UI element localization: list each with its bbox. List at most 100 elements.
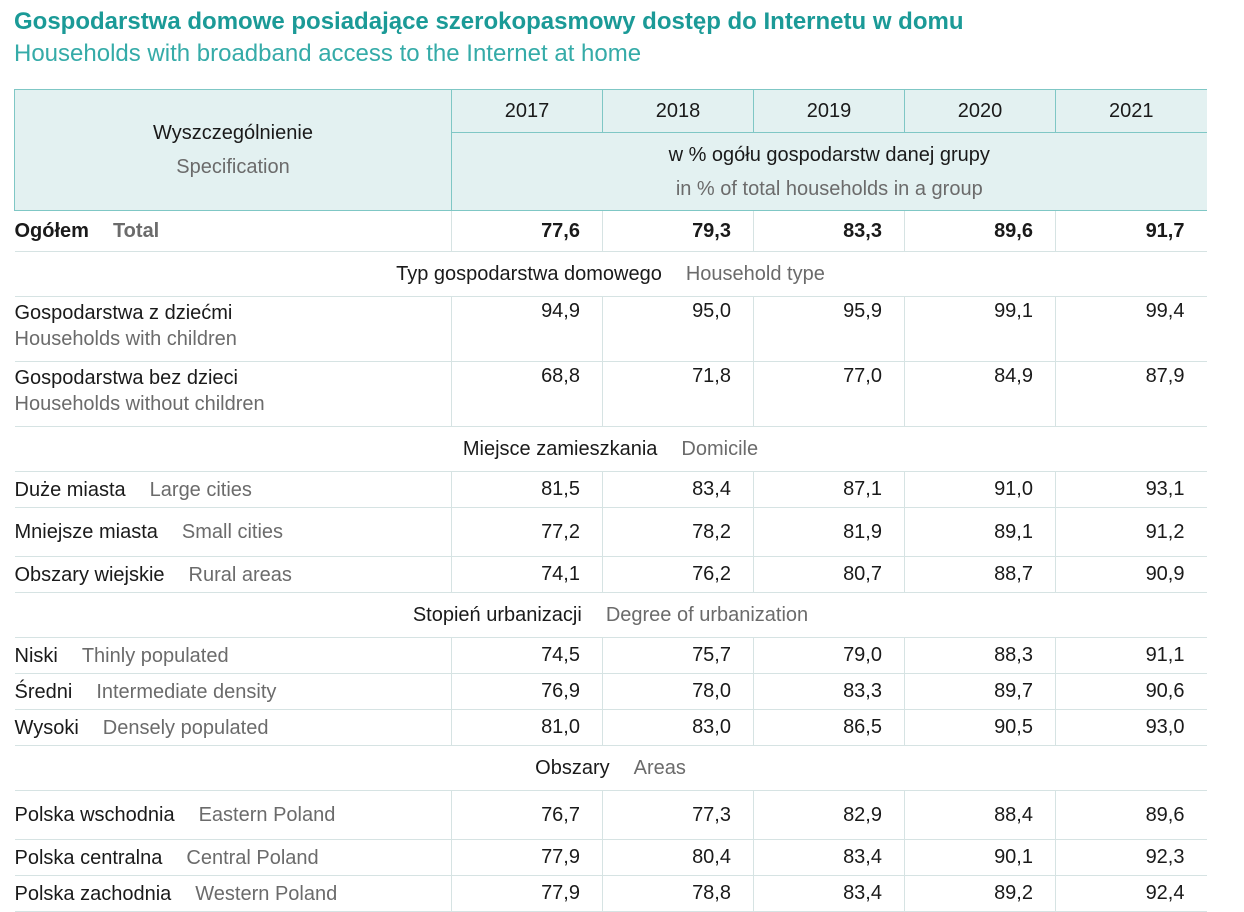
cell-value: 95,9 [753,296,905,362]
table-row: Duże miasta Large cities 81,5 83,4 87,1 91,0 9… [14,471,1207,508]
cell-value: 79,3 [602,210,754,252]
row-label-pl: Obszary wiejskie [14,563,165,586]
row-label-en: Central Poland [186,846,319,869]
row-label-en: Small cities [181,521,284,543]
row-label: Duże miasta Large cities [14,471,452,508]
cell-value: 89,6 [1055,790,1207,840]
cell-value: 89,1 [904,507,1056,557]
cell-value: 91,0 [904,471,1056,508]
cell-value: 77,9 [451,839,603,876]
cell-value: 88,4 [904,790,1056,840]
cell-value: 83,3 [753,210,905,252]
row-label-en: Large cities [149,478,252,501]
cell-value: 77,6 [451,210,603,252]
cell-value: 80,7 [753,556,905,593]
table-row: Mniejsze miasta Small cities 77,2 78,2 81,9 8… [14,507,1207,557]
section-title-pl: Miejsce zamieszkania [462,437,658,460]
row-label-pl: Gospodarstwa bez dzieci [14,367,238,389]
row-label-en: Intermediate density [96,680,277,703]
cell-value: 89,7 [904,673,1056,710]
cell-value: 78,8 [602,875,754,912]
row-label-en: Households without children [14,393,265,415]
cell-value: 83,0 [602,709,754,746]
cell-value: 92,4 [1055,875,1207,912]
header-year: 2021 [1055,89,1207,133]
cell-value: 76,2 [602,556,754,593]
row-label: Niski Thinly populated [14,637,452,674]
cell-value: 86,5 [753,709,905,746]
cell-value: 79,0 [753,637,905,674]
cell-value: 77,0 [753,361,905,427]
cell-value: 80,4 [602,839,754,876]
table-row: Niski Thinly populated 74,5 75,7 79,0 88,3 91,… [14,637,1207,674]
cell-value: 74,1 [451,556,603,593]
table-row: Polska zachodnia Western Poland 77,9 78,8 83… [14,875,1207,912]
row-label-pl: Ogółem [14,220,89,242]
cell-value: 89,2 [904,875,1056,912]
cell-value: 93,1 [1055,471,1207,508]
cell-value: 87,1 [753,471,905,508]
cell-value: 71,8 [602,361,754,427]
header-year: 2020 [904,89,1056,133]
table-row: Gospodarstwa z dziećmi Households with ch… [14,296,1207,362]
row-label-pl: Gospodarstwa z dziećmi [14,302,233,324]
cell-value: 90,6 [1055,673,1207,710]
row-label-pl: Mniejsze miasta [14,521,158,543]
section-header: Miejsce zamieszkania Domicile [14,426,1207,472]
cell-value: 93,0 [1055,709,1207,746]
cell-value: 83,4 [602,471,754,508]
data-table: Wyszczególnienie Specification 2017 2018… [14,89,1207,912]
header-spec-pl: Wyszczególnienie [153,122,313,144]
cell-value: 78,2 [602,507,754,557]
section-title-pl: Obszary [535,756,610,779]
cell-value: 83,4 [753,839,905,876]
cell-value: 84,9 [904,361,1056,427]
row-label: Gospodarstwa bez dzieci Households withou… [14,361,452,427]
header-year: 2019 [753,89,905,133]
row-label: Ogółem Total [14,210,452,252]
cell-value: 99,4 [1055,296,1207,362]
row-label-en: Eastern Poland [198,804,336,826]
cell-value: 78,0 [602,673,754,710]
cell-value: 94,9 [451,296,603,362]
cell-value: 90,1 [904,839,1056,876]
table-row: Obszary wiejskie Rural areas 74,1 76,2 80,7 8… [14,556,1207,593]
section-title-pl: Typ gospodarstwa domowego [396,262,662,285]
section-title-pl: Stopień urbanizacji [412,603,582,626]
row-label-pl: Wysoki [14,716,79,739]
table-body: Ogółem Total 77,6 79,3 83,3 89,6 91,7 Typ… [14,210,1207,912]
section-title-en: Areas [633,756,686,779]
cell-value: 74,5 [451,637,603,674]
header-year: 2017 [451,89,603,133]
row-label-en: Total [112,220,160,242]
row-label: Mniejsze miasta Small cities [14,507,452,557]
cell-value: 81,5 [451,471,603,508]
cell-value: 76,9 [451,673,603,710]
section-title-en: Household type [685,262,825,285]
row-label-en: Western Poland [195,882,338,905]
cell-value: 87,9 [1055,361,1207,427]
cell-value: 90,9 [1055,556,1207,593]
table-row: Polska centralna Central Poland 77,9 80,4 83… [14,839,1207,876]
cell-value: 77,2 [451,507,603,557]
section-header-row: Miejsce zamieszkania Domicile [14,426,1207,472]
cell-value: 88,7 [904,556,1056,593]
page-title: Gospodarstwa domowe posiadające szerokop… [14,8,964,35]
section-header-row: Obszary Areas [14,745,1207,791]
row-label: Obszary wiejskie Rural areas [14,556,452,593]
row-label-en: Thinly populated [81,644,229,667]
cell-value: 76,7 [451,790,603,840]
row-label-pl: Niski [14,644,58,667]
header-year: 2018 [602,89,754,133]
row-label: Polska wschodnia Eastern Poland [14,790,452,840]
row-label: Polska zachodnia Western Poland [14,875,452,912]
table-row: Polska wschodnia Eastern Poland 76,7 77,3 82… [14,790,1207,840]
cell-value: 83,4 [753,875,905,912]
section-header-row: Stopień urbanizacji Degree of urbanizatio… [14,592,1207,638]
header-spec-en: Specification [176,156,290,178]
header-unit: w % ogółu gospodarstw danej grupy in % o… [451,132,1207,211]
section-header: Obszary Areas [14,745,1207,791]
row-label-pl: Duże miasta [14,478,126,501]
cell-value: 77,9 [451,875,603,912]
cell-value: 75,7 [602,637,754,674]
